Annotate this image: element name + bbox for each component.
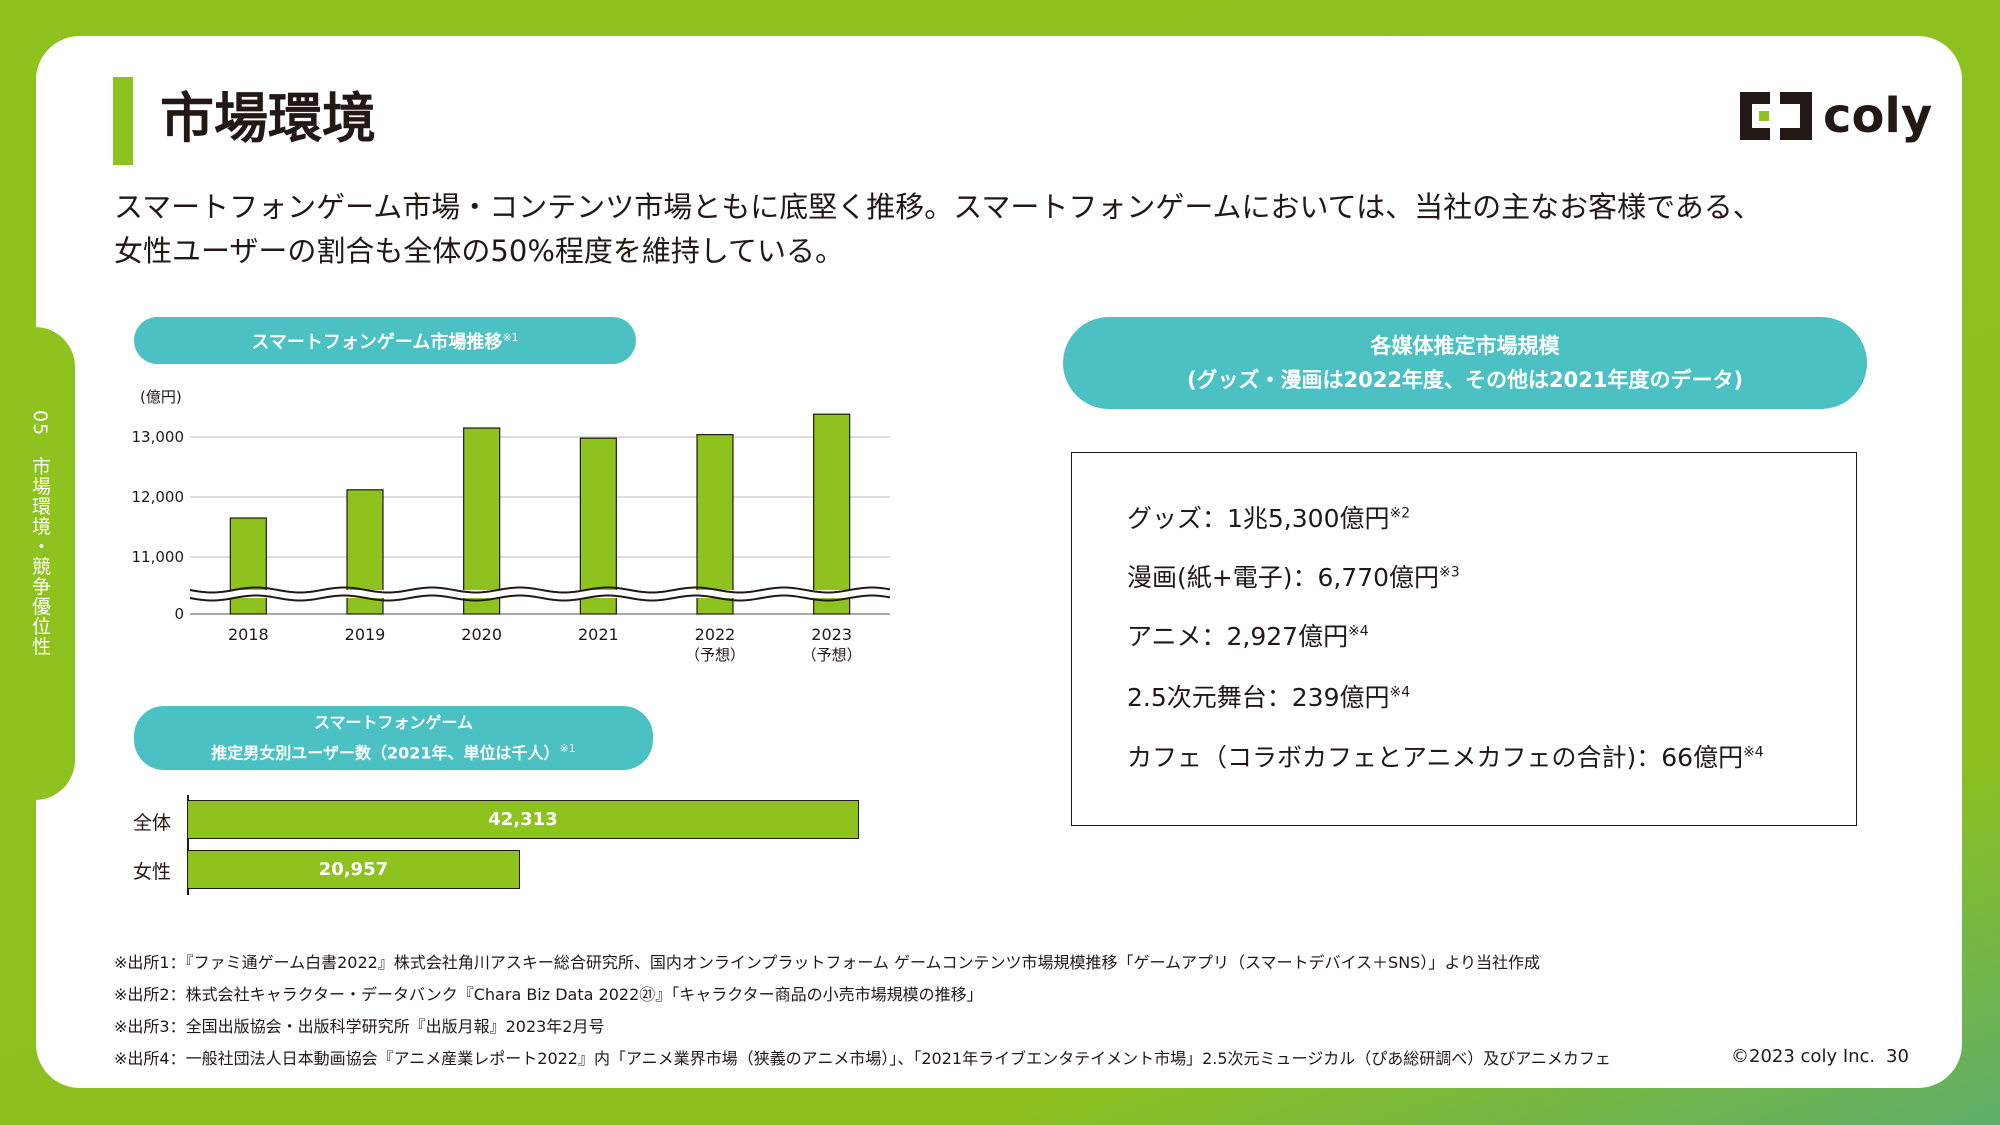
footnote: ※出所2：株式会社キャラクター・データバンク『Chara Biz Data 20… (114, 985, 983, 1004)
x-tick-label: 2018 (228, 625, 269, 644)
x-tick-label: 2020 (461, 625, 502, 644)
section-label: 05 市場環境・競争優位性 (29, 410, 51, 657)
market-chart-title: スマートフォンゲーム市場推移 (251, 331, 503, 353)
logo-text: coly (1823, 88, 1933, 144)
lead-line: スマートフォンゲーム市場・コンテンツ市場ともに底堅く推移。スマートフォンゲームに… (114, 190, 1762, 224)
x-tick-sublabel: （予想） (685, 646, 745, 664)
page-title: 市場環境 (160, 87, 376, 150)
y-tick-label: 0 (174, 605, 184, 623)
lead-line: 女性ユーザーの割合も全体の50%程度を維持している。 (114, 234, 845, 268)
lead-text: スマートフォンゲーム市場・コンテンツ市場ともに底堅く推移。スマートフォンゲームに… (114, 185, 1914, 273)
y-unit-label: (億円) (140, 388, 182, 406)
footnotes: ※出所1：『ファミ通ゲーム白書2022』株式会社角川アスキー総合研究所、国内オン… (114, 947, 1611, 1075)
hbar-total: 42,313 (187, 800, 859, 839)
bar-2022 (696, 433, 734, 615)
footnote: ※出所1：『ファミ通ゲーム白書2022』株式会社角川アスキー総合研究所、国内オン… (114, 953, 1540, 972)
users-chart-heading: スマートフォンゲーム 推定男女別ユーザー数（2021年、単位は千人）※1 (134, 706, 653, 770)
hbar-axis (187, 795, 189, 895)
y-tick-label: 12,000 (132, 488, 185, 506)
media-item: アニメ：2,927億円※4 (1127, 622, 1369, 651)
title-accent-bar (113, 77, 133, 165)
bar-2021 (579, 437, 617, 615)
hbar-female: 20,957 (187, 850, 520, 889)
media-market-heading: 各媒体推定市場規模 (グッズ・漫画は2022年度、その他は2021年度のデータ) (1063, 317, 1867, 409)
y-tick-label: 11,000 (132, 548, 185, 566)
footnote-mark: ※1 (502, 330, 519, 344)
media-item: グッズ：1兆5,300億円※2 (1127, 504, 1411, 533)
footnote: ※出所3：全国出版協会・出版科学研究所『出版月報』2023年2月号 (114, 1017, 605, 1036)
copyright: ©2023 coly Inc. (1731, 1046, 1876, 1067)
media-heading-line2: (グッズ・漫画は2022年度、その他は2021年度のデータ) (1186, 368, 1744, 392)
page-number: 30 (1886, 1046, 1909, 1067)
x-tick-label: 2022 (695, 625, 736, 644)
media-item: 漫画(紙+電子)：6,770億円※3 (1127, 563, 1460, 592)
bar-2020 (463, 427, 501, 615)
bar-2023 (813, 413, 851, 615)
market-chart-heading: スマートフォンゲーム市場推移※1 (134, 317, 636, 364)
section-tab (0, 327, 75, 800)
y-tick-label: 13,000 (132, 428, 185, 446)
axis-break-line (189, 586, 891, 594)
footnote-mark: ※1 (559, 741, 576, 755)
media-heading-line1: 各媒体推定市場規模 (1370, 334, 1560, 358)
media-market-box: グッズ：1兆5,300億円※2 漫画(紙+電子)：6,770億円※3 アニメ：2… (1071, 452, 1857, 826)
hbar-label-female: 女性 (133, 861, 172, 883)
axis-break-line (189, 594, 891, 602)
x-tick-sublabel: （予想） (802, 646, 862, 664)
footnote: ※出所4：一般社団法人日本動画協会『アニメ産業レポート2022』内「アニメ業界市… (114, 1049, 1611, 1068)
hbar-label-total: 全体 (133, 812, 172, 834)
coly-logo-icon (1740, 92, 1812, 140)
media-item: 2.5次元舞台：239億円※4 (1127, 683, 1411, 712)
axis-break-band (190, 590, 890, 598)
market-bar-chart: (億円) 13,000 12,000 11,000 0 2018 2019 2020 2021 2… (132, 388, 891, 664)
bar-2018 (229, 517, 267, 615)
users-heading-line1: スマートフォンゲーム (313, 712, 474, 732)
x-tick-label: 2021 (578, 625, 619, 644)
x-tick-label: 2019 (345, 625, 386, 644)
media-item: カフェ（コラボカフェとアニメカフェの合計)：66億円※4 (1127, 743, 1764, 772)
x-tick-label: 2023 (811, 625, 852, 644)
users-heading-line2: 推定男女別ユーザー数（2021年、単位は千人） (211, 743, 560, 763)
